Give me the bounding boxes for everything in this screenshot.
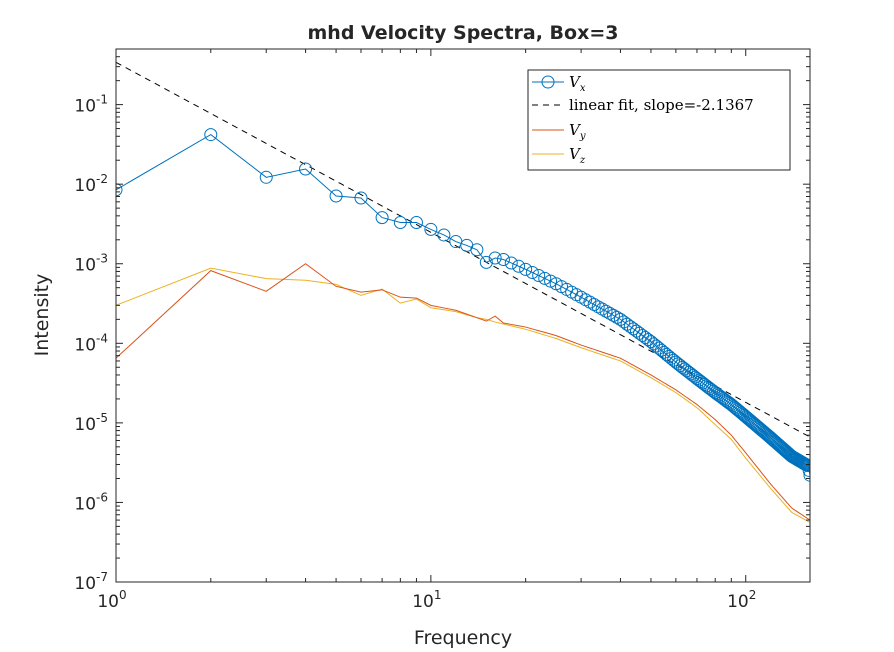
legend-vz-label: Vz: [569, 145, 586, 166]
y-tick-label-3: 10-4: [74, 331, 108, 355]
legend-entry-vy: Vy: [532, 121, 586, 142]
legend-entry-vz: Vz: [532, 145, 586, 166]
y-tick-label-4: 10-3: [74, 252, 108, 276]
vx-marker-34: [591, 300, 605, 314]
ticks-layer: 100 101 102 10-7 10-6 10-5 10-4 10-3 10-2 10-1: [74, 48, 810, 612]
vx-marker-8: [393, 215, 407, 229]
legend-vx-label: Vx: [569, 73, 586, 94]
vx-marker-9: [409, 215, 423, 229]
legend-vy-label: Vy: [569, 121, 586, 142]
vx-marker-5: [329, 189, 343, 203]
vx-marker-19: [512, 259, 526, 273]
vx-marker-6: [354, 191, 368, 205]
vx-marker-10: [424, 222, 438, 236]
legend-fit-label: linear fit, slope=-2.1367: [569, 96, 754, 114]
x-tick-label-2: 102: [727, 588, 756, 612]
vx-marker-17: [496, 253, 510, 267]
vx-marker-1: [116, 183, 123, 197]
y-tick-label-2: 10-5: [74, 411, 108, 435]
vx-marker-40: [613, 312, 627, 326]
vx-marker-36: [599, 304, 613, 318]
legend: Vx linear fit, slope=-2.1367 Vy Vz: [527, 69, 791, 171]
vx-marker-52: [649, 339, 663, 353]
legend-vx-marker: [541, 75, 555, 89]
series-clip-group: [116, 61, 810, 523]
vx-marker-60: [669, 355, 683, 369]
y-axis-label: Intensity: [31, 274, 53, 357]
vx-marker-7: [375, 211, 389, 225]
vx-marker-11: [437, 228, 451, 242]
chart-title: mhd Velocity Spectra, Box=3: [308, 22, 619, 44]
series-line-vz: [116, 267, 810, 523]
y-tick-label-0: 10-7: [74, 570, 108, 594]
y-tick-label-1: 10-6: [74, 490, 108, 514]
vx-marker-39: [610, 310, 624, 324]
y-tick-label-5: 10-2: [74, 172, 108, 196]
vx-marker-14: [470, 243, 484, 257]
vx-marker-20: [519, 262, 533, 276]
x-tick-label-1: 101: [412, 588, 441, 612]
vx-marker-22: [532, 269, 546, 283]
vx-marker-160: [803, 468, 810, 482]
legend-entry-fit: linear fit, slope=-2.1367: [532, 96, 754, 114]
vx-marker-38: [606, 308, 620, 322]
vx-marker-24: [544, 274, 558, 288]
vx-marker-42: [620, 317, 634, 331]
vx-marker-158: [801, 459, 810, 473]
vx-marker-23: [538, 271, 552, 285]
vx-marker-4: [299, 162, 313, 176]
vx-marker-15: [479, 255, 493, 269]
series-line-vy: [116, 263, 810, 521]
series-layer: [116, 61, 810, 523]
plot-frame: [115, 48, 811, 583]
vx-marker-21: [525, 266, 539, 280]
vx-marker-37: [603, 306, 617, 320]
y-tick-label-6: 10-1: [74, 93, 108, 117]
vx-marker-62: [673, 359, 687, 373]
vx-marker-18: [504, 256, 518, 270]
vx-marker-16: [488, 251, 502, 265]
vx-marker-41: [617, 315, 631, 329]
vx-marker-35: [595, 302, 609, 316]
legend-entry-vx: Vx: [532, 73, 586, 94]
x-axis-label: Frequency: [414, 627, 512, 649]
x-tick-label-0: 100: [97, 588, 126, 612]
vx-marker-61: [671, 357, 685, 371]
vx-marker-59: [667, 353, 681, 367]
vx-marker-2: [204, 128, 218, 142]
vx-marker-3: [259, 170, 273, 184]
legend-box: [527, 69, 791, 171]
